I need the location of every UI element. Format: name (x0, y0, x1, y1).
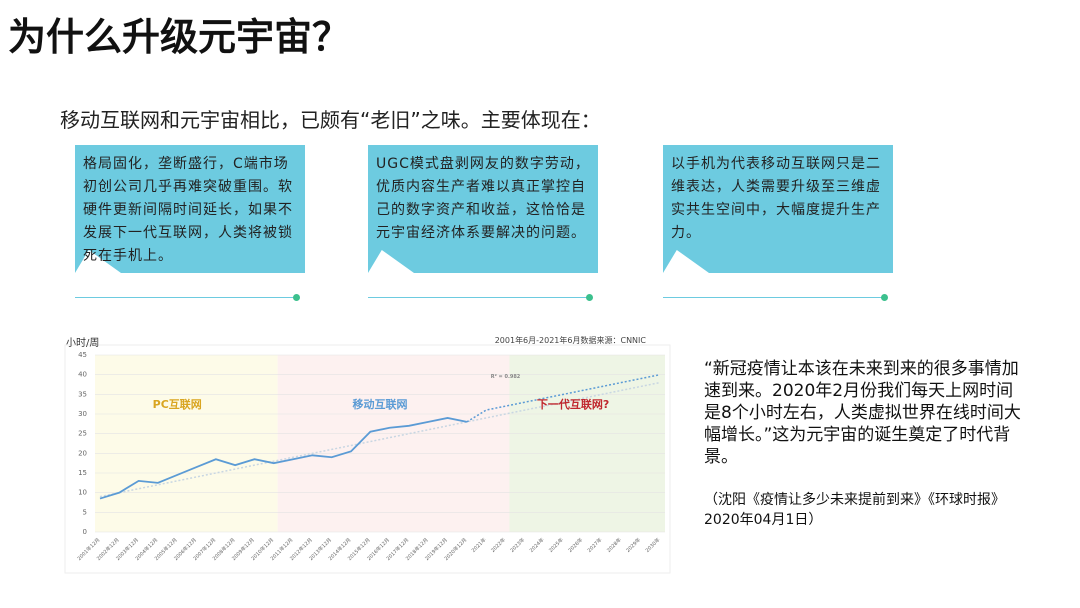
y-tick-label: 20 (78, 449, 87, 457)
title: 为什么升级元宇宙？ (8, 15, 351, 59)
citation: （沈阳《疫情让多少未来提前到来》《环球时报》 2020年04月1日） (704, 492, 1005, 528)
line (99, 417, 468, 500)
card-text: 格局固化，垄断盛行，C端市场初创公司几乎再难突破重围。软硬件更新间隔时间延长，如… (83, 156, 293, 264)
band (509, 355, 665, 532)
card-text: 以手机为代表移动互联网只是二维表达，人类需要升级至三维虚实共生空间中，大幅度提升… (671, 156, 881, 241)
y-tick-label: 30 (78, 410, 87, 418)
card: 以手机为代表移动互联网只是二维表达，人类需要升级至三维虚实共生空间中，大幅度提升… (663, 145, 893, 305)
line (466, 373, 661, 423)
card-text: UGC模式盘剥网友的数字劳动，优质内容生产者难以真正掌控自己的数字资产和收益，这… (376, 156, 590, 241)
annotation: PC互联网 (153, 397, 202, 411)
annotation: 下一代互联网? (537, 397, 609, 411)
card: 格局固化，垄断盛行，C端市场初创公司几乎再难突破重围。软硬件更新间隔时间延长，如… (75, 145, 305, 305)
y-tick-label: 10 (78, 489, 87, 497)
y-tick-label: 5 (83, 508, 87, 516)
line (99, 381, 661, 498)
band (95, 355, 278, 532)
y-axis-label: 小时/周 (66, 337, 99, 349)
y-tick-label: 0 (83, 528, 87, 536)
quote: “新冠疫情让本该在未来到来的很多事情加速到来。2020年2月份我们每天上网时间是… (704, 359, 1021, 467)
annotation: 移动互联网 (353, 397, 408, 411)
band (277, 355, 510, 532)
source: 2001年6月-2021年6月数据来源：CNNIC (495, 335, 647, 345)
y-tick-label: 35 (78, 390, 87, 398)
y-tick-label: 45 (78, 351, 87, 359)
y-tick-label: 15 (78, 469, 87, 477)
subtitle: 移动互联网和元宇宙相比，已颇有“老旧”之味。主要体现在： (60, 108, 601, 132)
chart: 小时/周 2001年6月-2021年6月数据来源：CNNIC 0 5 10 15 20 2… (64, 335, 671, 574)
y-tick-label: 25 (78, 430, 87, 438)
y-tick-label: 40 (78, 371, 87, 379)
annotation: R² = 0.982 (491, 374, 521, 380)
card: UGC模式盘剥网友的数字劳动，优质内容生产者难以真正掌控自己的数字资产和收益，这… (368, 145, 598, 305)
